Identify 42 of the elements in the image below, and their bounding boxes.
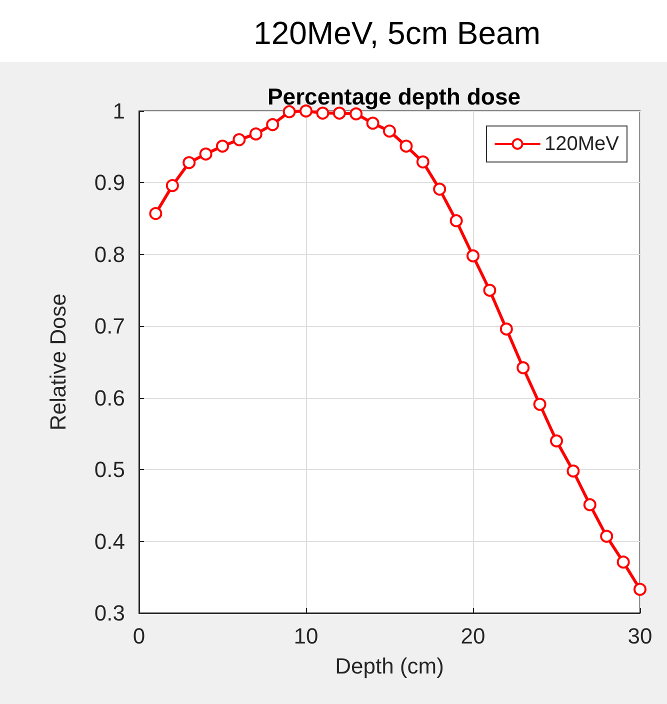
legend-label: 120MeV	[544, 133, 620, 155]
chart-title: 120MeV, 5cm Beam	[254, 15, 540, 51]
point	[199, 148, 212, 161]
point	[216, 140, 229, 153]
point	[634, 582, 646, 596]
y-tick-label: 0.4	[94, 528, 125, 554]
y-tick-label: 0.6	[94, 385, 125, 410]
point	[516, 361, 530, 374]
point	[416, 155, 430, 168]
y-axis-title: Relative Dose	[46, 294, 70, 430]
y-tick-label: 0.7	[94, 314, 125, 339]
y-tick-label: 0.8	[94, 242, 125, 267]
point	[400, 140, 413, 153]
y-tick-label: 1	[112, 98, 125, 124]
point	[249, 127, 262, 140]
point	[500, 322, 513, 336]
point	[550, 434, 563, 448]
point	[466, 249, 480, 262]
point	[433, 182, 446, 196]
point	[483, 284, 496, 297]
point	[616, 556, 630, 569]
x-tick-label: 20	[460, 624, 486, 648]
y-tick-label: 0.3	[94, 600, 125, 626]
point	[566, 464, 580, 478]
point	[450, 214, 463, 228]
x-axis-title: Depth (cm)	[335, 654, 444, 678]
point	[366, 116, 380, 130]
point	[232, 133, 246, 146]
point	[182, 156, 196, 170]
x-tick-label: 30	[628, 624, 652, 648]
y-tick-label: 0.5	[94, 457, 125, 482]
point	[533, 398, 546, 411]
point	[166, 179, 179, 192]
point	[266, 118, 280, 132]
chart-subtitle: Percentage depth dose	[267, 84, 521, 110]
y-tick-label: 0.9	[94, 170, 125, 196]
point	[583, 498, 596, 512]
point	[383, 124, 396, 138]
x-tick-label: 10	[294, 624, 318, 648]
point	[600, 530, 614, 543]
point	[149, 207, 162, 220]
x-tick-label: 0	[132, 624, 146, 648]
